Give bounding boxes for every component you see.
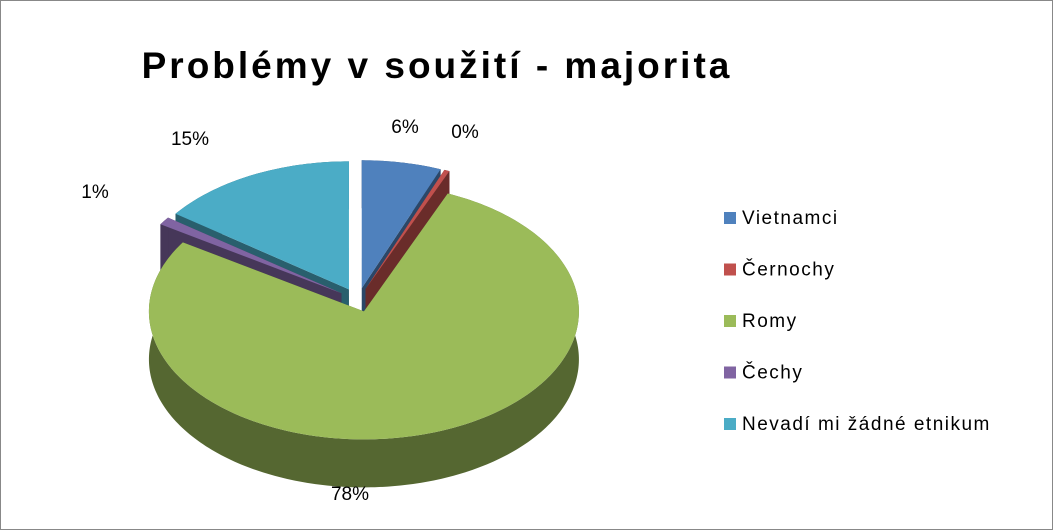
legend-label: Černochy (742, 259, 835, 281)
data-label: 6% (391, 117, 419, 138)
legend-swatch (724, 418, 736, 430)
legend-label: Nevadí mi žádné etnikum (742, 414, 991, 435)
slice-top (361, 160, 441, 289)
slice-top (160, 217, 342, 294)
slice-top (175, 161, 349, 290)
legend-label: Čechy (742, 362, 803, 384)
chart-title: Problémy v soužití - majorita (142, 45, 733, 86)
legend-label: Vietnamci (742, 208, 839, 229)
slice-top (148, 193, 579, 440)
legend-label: Romy (742, 311, 798, 332)
data-label: 78% (331, 484, 369, 505)
slice-top (365, 169, 450, 289)
legend-swatch (724, 263, 736, 276)
data-label: 1% (81, 182, 109, 203)
legend-swatch (724, 366, 736, 379)
data-label: 15% (171, 129, 209, 150)
data-label: 0% (451, 122, 479, 143)
legend-swatch (724, 212, 736, 224)
slice (148, 193, 579, 488)
slice-side (160, 217, 169, 273)
legend-swatch (724, 315, 736, 327)
